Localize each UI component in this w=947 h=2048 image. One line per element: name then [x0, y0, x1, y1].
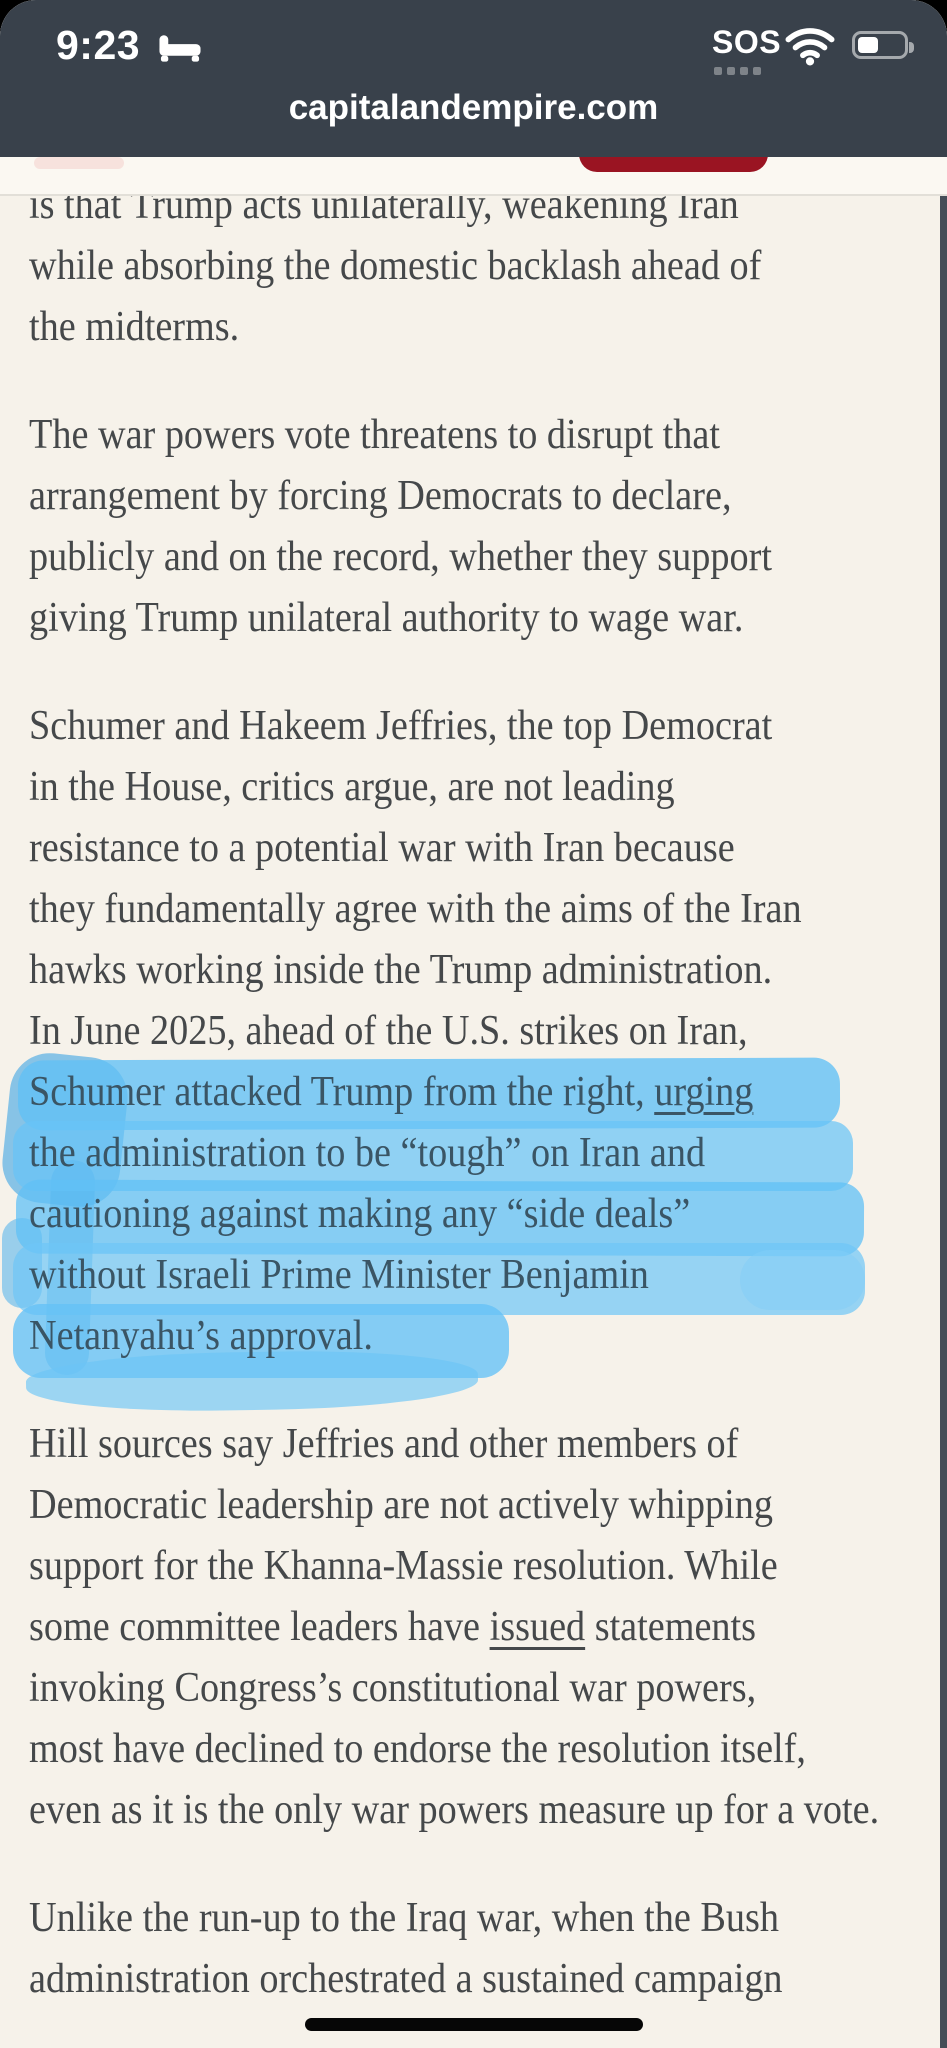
status-time: 9:23 [56, 22, 141, 68]
article-line: Democratic leadership are not actively w… [29, 1482, 773, 1528]
article-line: In June 2025, ahead of the U.S. strikes … [29, 1008, 748, 1054]
url-domain: capitalandempire.com [288, 88, 659, 127]
battery-icon [852, 31, 914, 59]
sos-status: SOS [712, 24, 782, 60]
paragraph: Schumer and Hakeem Jeffries, the top Dem… [29, 696, 947, 1367]
article-line: The war powers vote threatens to disrupt… [29, 412, 720, 458]
article-line-highlighted: Netanyahu’s approval. [29, 1313, 373, 1359]
safari-header: 9:23 SOS capitalandempire.com [0, 0, 947, 157]
article-line: while absorbing the domestic backlash ah… [29, 243, 762, 289]
article-line: giving Trump unilateral authority to wag… [29, 595, 744, 641]
paragraph: is that Trump acts unilaterally, weakeni… [29, 175, 947, 358]
article-line: resistance to a potential war with Iran … [29, 825, 735, 871]
article-line: Schumer and Hakeem Jeffries, the top Dem… [29, 703, 773, 749]
pink-smudge-annotation [34, 157, 124, 169]
highlight-stroke [740, 1250, 865, 1310]
article-line: some committee leaders have issued state… [29, 1604, 756, 1650]
article-line: even as it is the only war powers measur… [29, 1787, 795, 1833]
wifi-icon [785, 28, 835, 66]
paragraph: The war powers vote threatens to disrupt… [29, 405, 947, 649]
article-line: arrangement by forcing Democrats to decl… [29, 473, 732, 519]
issued-link[interactable]: issued [489, 1604, 586, 1650]
article-line: administration orchestrated a sustained … [29, 1956, 783, 2002]
article-text: statements [585, 1604, 757, 1650]
highlight-stroke [13, 1243, 865, 1315]
paragraph: Hill sources say Jeffries and other memb… [29, 1414, 947, 1841]
article-line: the midterms. [29, 304, 240, 350]
right-edge-strip [940, 150, 947, 2048]
urging-link[interactable]: urging [654, 1069, 754, 1115]
signal-dots-icon [714, 67, 761, 75]
home-indicator[interactable] [305, 2018, 643, 2031]
article-line: support for the Khanna-Massie resolution… [29, 1543, 778, 1589]
site-header-strip [0, 157, 947, 196]
article-body: is that Trump acts unilaterally, weakeni… [29, 175, 947, 2048]
address-bar[interactable]: capitalandempire.com [0, 88, 947, 128]
article-line: Hill sources say Jeffries and other memb… [29, 1421, 739, 1467]
article-line: in the House, critics argue, are not lea… [29, 764, 675, 810]
article-line: invoking Congress’s constitutional war p… [29, 1665, 757, 1711]
article-line-highlighted: cautioning against making any “side deal… [29, 1191, 691, 1237]
article-line: vote. [803, 1787, 880, 1833]
article-line-highlighted: without Israeli Prime Minister Benjamin [29, 1252, 649, 1298]
article-line-highlighted: Schumer attacked Trump from the right, u… [29, 1069, 753, 1115]
article-line: they fundamentally agree with the aims o… [29, 886, 802, 932]
paragraph: Unlike the run-up to the Iraq war, when … [29, 1888, 947, 2010]
highlight-stroke [13, 1121, 853, 1191]
article-line: hawks working inside the Trump administr… [29, 947, 773, 993]
article-line: most have declined to endorse the resolu… [29, 1726, 806, 1772]
article-line: publicly and on the record, whether they… [29, 534, 772, 580]
article-text: some committee leaders have [29, 1604, 490, 1650]
bed-sleep-focus-icon [159, 35, 201, 62]
article-line: Unlike the run-up to the Iraq war, when … [29, 1895, 779, 1941]
highlighted-text: Schumer attacked Trump from the right, [29, 1069, 655, 1115]
article-line-highlighted: the administration to be “tough” on Iran… [29, 1130, 706, 1176]
